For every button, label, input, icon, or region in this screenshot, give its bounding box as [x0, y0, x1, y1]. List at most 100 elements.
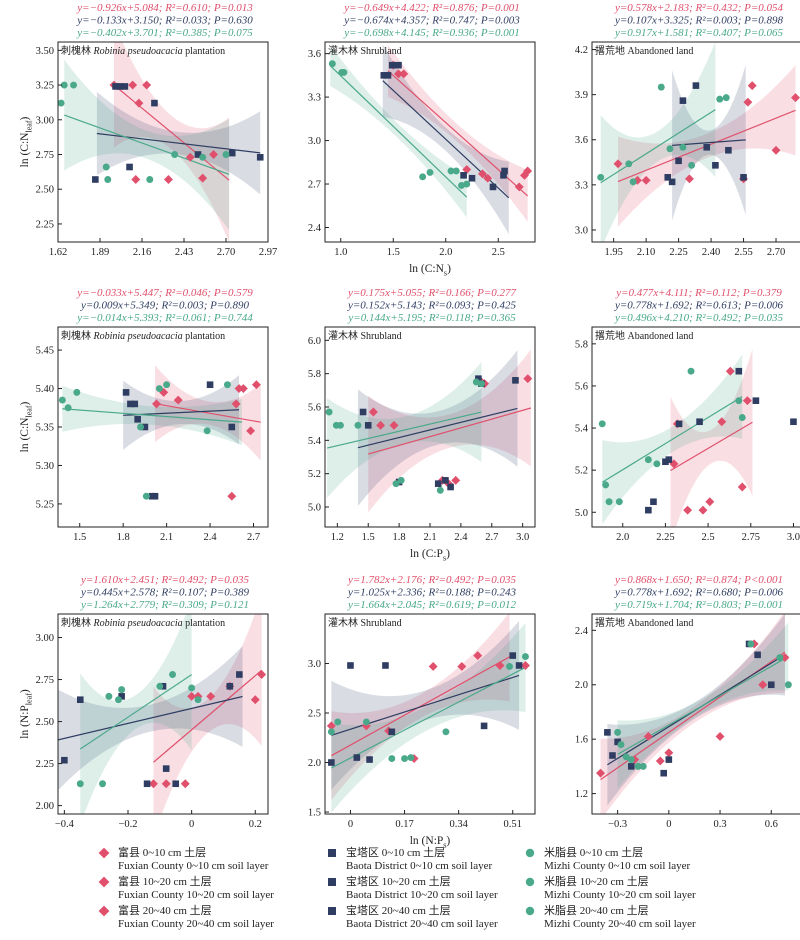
x-tick-label: 2.75: [742, 532, 760, 543]
data-point: [61, 756, 68, 764]
data-point: [102, 163, 110, 171]
legend-marker: [525, 877, 535, 887]
data-point: [142, 80, 152, 90]
x-tick-label: 2.97: [259, 247, 277, 258]
y-tick-label: 3.50: [36, 46, 54, 57]
x-tick-label: 2.5: [702, 532, 715, 543]
y-tick-label: 5.6: [575, 381, 588, 392]
x-tick-label: 0.34: [449, 819, 468, 830]
y-tick-label: 3.6: [575, 135, 588, 146]
legend-marker: [525, 906, 535, 916]
data-point: [228, 423, 236, 431]
data-point: [137, 423, 145, 431]
data-point: [407, 754, 415, 762]
data-point: [521, 653, 529, 661]
data-point: [131, 400, 139, 408]
data-point: [188, 684, 196, 692]
data-point: [650, 498, 657, 506]
data-point: [206, 691, 216, 701]
regression-line: [617, 656, 789, 755]
plot-area: [596, 614, 792, 814]
data-point: [683, 505, 693, 515]
data-point: [388, 728, 396, 736]
data-point: [657, 83, 665, 91]
regression-line: [62, 408, 242, 423]
data-point: [725, 146, 732, 154]
data-point: [665, 456, 673, 463]
plot-area: [58, 42, 264, 242]
legend-label: 富县 0~10 cm 土层: [118, 845, 206, 859]
x-tick-label: 2.7: [247, 532, 260, 543]
regression-line: [357, 407, 518, 449]
x-tick-label: 3.0: [787, 532, 800, 543]
legend-label: Fuxian County 0~10 cm soil layer: [118, 860, 269, 872]
x-tick-label: 2.40: [702, 247, 720, 258]
confidence-band: [80, 614, 192, 814]
x-tick-label: 1.62: [49, 247, 67, 258]
regression-equation: y=1.782x+2.176; R²=0.492; P=0.035: [347, 574, 517, 586]
regression-equation: y=0.868x+1.650; R²=0.874; P<0.001: [614, 574, 783, 586]
regression-equation: y=1.264x+2.779; R²=0.309; P=0.121: [80, 599, 249, 611]
panel-label: 撂荒地 Abandoned land: [595, 616, 693, 629]
data-point: [163, 381, 171, 389]
data-point: [226, 682, 234, 690]
data-point: [604, 729, 611, 736]
data-point: [246, 426, 256, 436]
data-point: [442, 728, 450, 736]
data-point: [198, 173, 208, 183]
data-point: [520, 170, 529, 180]
x-tick-label: 1.8: [393, 532, 406, 543]
data-point: [134, 98, 144, 108]
confidence-band: [670, 348, 753, 527]
regression-equation: y=0.778x+1.692; R²=0.613; P=0.006: [614, 300, 784, 312]
data-point: [250, 695, 260, 705]
data-point: [173, 395, 183, 405]
regression-equation: y=0.477x+4.111; R²=0.112; P=0.379: [615, 287, 782, 299]
legend-marker: [328, 849, 336, 857]
plot-frame: [324, 41, 536, 243]
data-point: [738, 414, 746, 421]
data-point: [447, 167, 455, 175]
data-point: [104, 176, 112, 183]
data-point: [747, 640, 755, 648]
legend-marker: [328, 878, 336, 886]
data-point: [629, 178, 637, 186]
data-point: [392, 480, 400, 488]
data-point: [151, 492, 159, 500]
data-point: [664, 748, 674, 758]
y-tick-label: 3.25: [36, 81, 54, 92]
data-point: [780, 653, 790, 662]
y-tick-label: 2.0: [308, 758, 321, 769]
legend-marker: [525, 848, 535, 858]
data-point: [141, 423, 149, 431]
data-point: [613, 159, 623, 169]
chart-panel: 1.95 2.10 2.25 2.40 2.55 2.70 3.0 3.3 3.6 3.9 4.2 撂…: [575, 2, 800, 258]
regression-line: [601, 396, 743, 483]
data-point: [118, 686, 126, 694]
data-point: [60, 81, 68, 89]
legend-label: 米脂县 10~20 cm 土层: [544, 874, 649, 888]
legend-label: Baota District 20~40 cm soil layer: [346, 918, 498, 930]
regression-equation: y=−0.033x+5.447; R²=0.046; P=0.579: [76, 287, 253, 299]
data-point: [675, 157, 682, 165]
legend-label: Baota District 10~20 cm soil layer: [346, 889, 498, 901]
data-point: [735, 367, 743, 375]
x-tick-label: 1.5: [362, 532, 375, 543]
data-point: [328, 60, 336, 68]
plot-area: [597, 42, 800, 242]
data-point: [336, 421, 344, 429]
panel-label: 灌木林 Shrubland: [328, 44, 402, 57]
data-point: [602, 481, 610, 489]
data-point: [353, 754, 361, 761]
y-tick-label: 2.5: [308, 709, 321, 720]
legend-label: 宝塔区 0~10 cm 土层: [346, 845, 445, 859]
regression-line: [153, 669, 263, 763]
data-point: [442, 477, 449, 484]
data-point: [463, 180, 471, 188]
y-tick-label: 3.00: [36, 115, 54, 126]
x-axis-label: ln (N:Ps): [410, 835, 451, 849]
legend-label: 米脂县 20~40 cm 土层: [544, 903, 649, 917]
regression-equation: y=−0.674x+4.357; R²=0.747; P=0.003: [343, 15, 520, 27]
